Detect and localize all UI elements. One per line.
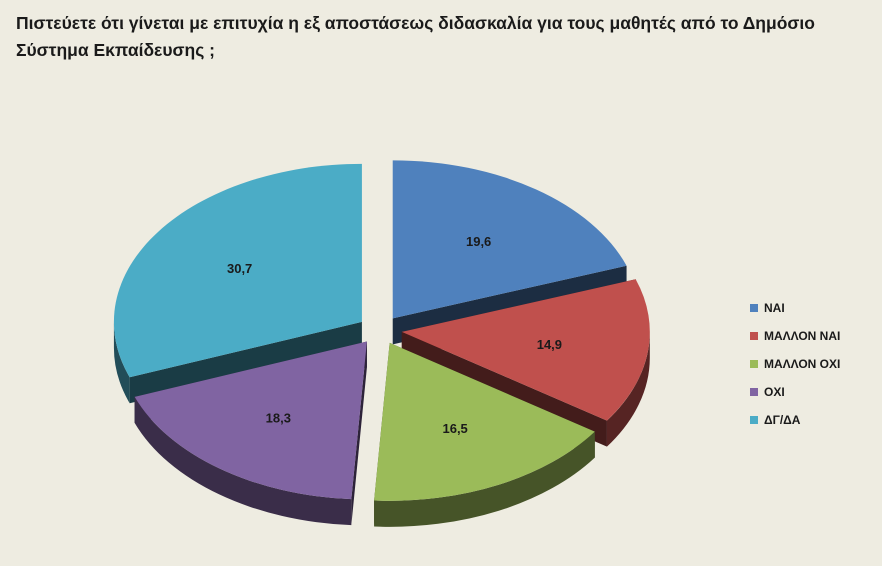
pie-slice-4 bbox=[134, 341, 367, 500]
slice-value-label: 16,5 bbox=[442, 421, 467, 436]
pie-slice-side bbox=[606, 331, 650, 447]
pie-slice-side bbox=[374, 431, 595, 527]
legend-swatch bbox=[750, 416, 758, 424]
slice-value-label: 30,7 bbox=[227, 261, 252, 276]
slice-value-label: 14,9 bbox=[537, 337, 562, 352]
legend-label: ΔΓ/ΔΑ bbox=[764, 413, 801, 427]
legend-swatch bbox=[750, 332, 758, 340]
legend-item: ΟΧΙ bbox=[750, 378, 840, 406]
chart-title: Πιστεύετε ότι γίνεται με επιτυχία η εξ α… bbox=[16, 13, 815, 60]
legend-item: ΝΑΙ bbox=[750, 294, 840, 322]
legend-swatch bbox=[750, 388, 758, 396]
slice-value-label: 19,6 bbox=[466, 234, 491, 249]
legend-label: ΟΧΙ bbox=[764, 385, 785, 399]
pie-slice-5 bbox=[113, 163, 362, 378]
pie-slice-2 bbox=[401, 279, 650, 421]
legend-item: ΜΑΛΛΟΝ ΟΧΙ bbox=[750, 350, 840, 378]
pie-slice-wall bbox=[129, 321, 362, 404]
legend: ΝΑΙ ΜΑΛΛΟΝ ΝΑΙ ΜΑΛΛΟΝ ΟΧΙ ΟΧΙ ΔΓ/ΔΑ bbox=[750, 294, 840, 434]
legend-label: ΜΑΛΛΟΝ ΝΑΙ bbox=[764, 329, 841, 343]
pie-labels: 19,6 14,9 16,5 18,3 30,7 bbox=[227, 234, 562, 436]
pie-slice-side bbox=[134, 396, 352, 526]
legend-item: ΜΑΛΛΟΝ ΝΑΙ bbox=[750, 322, 840, 350]
legend-swatch bbox=[750, 360, 758, 368]
pie-slice-side bbox=[113, 321, 130, 404]
legend-label: ΜΑΛΛΟΝ ΟΧΙ bbox=[764, 357, 841, 371]
slice-value-label: 18,3 bbox=[266, 411, 291, 426]
legend-label: ΝΑΙ bbox=[764, 301, 785, 315]
legend-swatch bbox=[750, 304, 758, 312]
pie-tops bbox=[113, 160, 650, 501]
pie-slice-wall bbox=[351, 341, 367, 526]
pie-slice-1 bbox=[392, 160, 627, 319]
legend-item: ΔΓ/ΔΑ bbox=[750, 406, 840, 434]
pie-slice-3 bbox=[374, 342, 595, 501]
